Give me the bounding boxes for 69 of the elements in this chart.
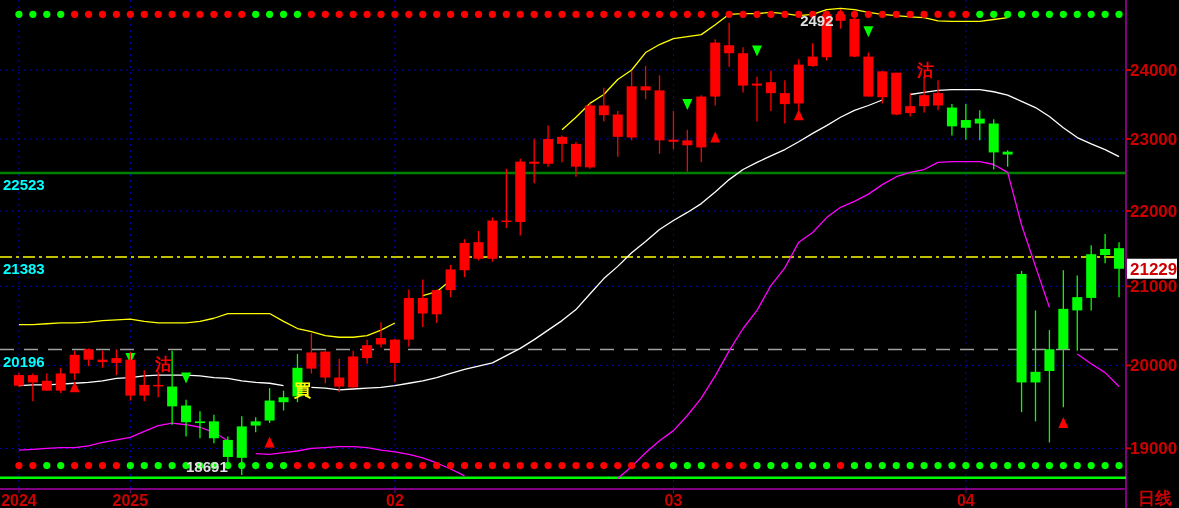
candlestick <box>376 321 387 349</box>
y-tick-label: 20000 <box>1130 356 1178 376</box>
x-tick-label: 04 <box>956 492 975 508</box>
annotation: 18691 <box>186 457 228 475</box>
candlestick <box>139 369 150 403</box>
point <box>1058 417 1069 429</box>
point <box>264 436 275 448</box>
candlestick <box>1044 329 1055 444</box>
candlestick <box>389 338 400 384</box>
candlestick <box>306 332 317 375</box>
point <box>181 372 192 384</box>
y-tick-label: 24000 <box>1130 61 1178 81</box>
candlestick <box>278 389 289 412</box>
candlestick <box>807 42 818 68</box>
x-tick-label: 02 <box>386 492 404 508</box>
candlestick <box>668 110 679 151</box>
candlestick <box>362 338 373 365</box>
candlestick <box>473 230 484 261</box>
x-tick-label: 03 <box>664 492 683 508</box>
candlestick <box>69 350 80 381</box>
text: 21229 <box>1130 259 1178 279</box>
candlestick <box>905 92 916 118</box>
y-tick-label: 21000 <box>1130 277 1178 297</box>
candlestick <box>181 399 192 438</box>
point <box>710 131 721 143</box>
candlestick <box>570 141 581 178</box>
candlestick <box>194 410 205 439</box>
annotation: 沽 <box>915 61 934 80</box>
point <box>69 381 80 393</box>
annotation: 買 <box>292 381 311 400</box>
ref-line-label: 20196 <box>3 352 45 370</box>
text: 日线 <box>1138 489 1172 508</box>
candlestick <box>933 79 944 111</box>
candlestick <box>1030 309 1041 423</box>
annotation: 沽 <box>153 355 172 374</box>
candlestick <box>946 103 957 137</box>
candlestick <box>724 22 735 68</box>
candlestick <box>598 87 609 123</box>
candlestick <box>417 278 428 328</box>
candlestick <box>27 372 38 403</box>
candlestick <box>640 65 651 100</box>
candlestick <box>765 70 776 112</box>
ref-line-label: 22523 <box>3 175 45 193</box>
candlestick <box>334 358 345 393</box>
x-tick-label: 2024 <box>1 492 37 508</box>
point <box>863 26 874 38</box>
candlestick <box>960 103 971 141</box>
candlestick <box>55 367 66 394</box>
candlestick <box>751 76 762 123</box>
point <box>751 45 762 57</box>
ref-line-label: 21383 <box>3 260 45 278</box>
y-tick-label: 22000 <box>1130 201 1178 221</box>
candlestick <box>529 138 540 184</box>
point <box>682 99 693 111</box>
candlestick <box>779 79 790 125</box>
candlestick <box>264 387 275 424</box>
candlestick <box>1072 274 1083 352</box>
candlestick <box>445 264 456 298</box>
x-tick-label: 2025 <box>112 492 149 508</box>
y-tick-label: 19000 <box>1130 439 1178 459</box>
candlestick <box>208 414 219 444</box>
y-tick-label: 23000 <box>1130 129 1178 149</box>
candlestick <box>1100 233 1111 264</box>
candlestick <box>974 109 985 142</box>
candlestick <box>682 129 693 173</box>
point <box>793 109 804 121</box>
candlestick <box>111 348 122 376</box>
candlestick <box>557 134 568 164</box>
candlestick <box>612 110 623 158</box>
